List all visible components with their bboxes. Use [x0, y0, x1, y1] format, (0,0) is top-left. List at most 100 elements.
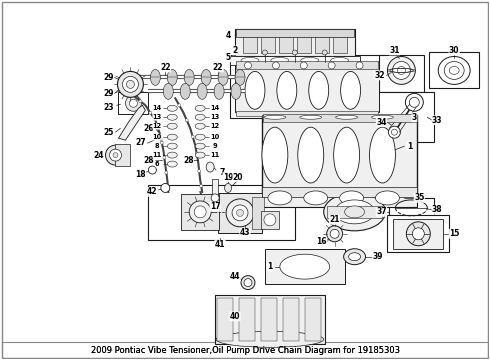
- Ellipse shape: [300, 115, 322, 119]
- Text: 19: 19: [223, 172, 233, 181]
- Bar: [263, 115, 417, 119]
- Text: 11: 11: [153, 152, 162, 158]
- Bar: [429, 53, 479, 88]
- Text: 26: 26: [143, 124, 154, 133]
- Ellipse shape: [271, 58, 289, 63]
- Text: 22: 22: [160, 63, 171, 72]
- Ellipse shape: [195, 143, 205, 149]
- Ellipse shape: [272, 62, 279, 69]
- Ellipse shape: [328, 62, 335, 69]
- Text: 22: 22: [213, 63, 223, 72]
- Bar: [264, 114, 416, 122]
- Ellipse shape: [185, 119, 188, 122]
- Text: 33: 33: [432, 116, 442, 125]
- Ellipse shape: [444, 62, 464, 80]
- Text: 29: 29: [103, 89, 114, 98]
- Ellipse shape: [118, 71, 144, 97]
- Bar: [212, 179, 218, 197]
- Text: 18: 18: [135, 170, 146, 179]
- Text: 16: 16: [317, 237, 327, 246]
- Text: 35: 35: [414, 193, 424, 202]
- Ellipse shape: [371, 115, 393, 119]
- Ellipse shape: [304, 191, 328, 205]
- Text: 7: 7: [220, 167, 225, 176]
- Text: 14: 14: [211, 105, 220, 111]
- Text: 30: 30: [449, 46, 460, 55]
- Ellipse shape: [149, 111, 152, 114]
- Ellipse shape: [392, 62, 410, 80]
- Ellipse shape: [262, 127, 288, 183]
- Text: 12: 12: [211, 123, 220, 129]
- Text: 1: 1: [407, 141, 412, 150]
- Ellipse shape: [324, 193, 386, 231]
- Ellipse shape: [211, 194, 219, 202]
- Text: 2: 2: [232, 46, 238, 55]
- Ellipse shape: [389, 126, 400, 138]
- Text: 1: 1: [267, 262, 272, 271]
- Text: 8: 8: [155, 143, 160, 149]
- Bar: [218, 193, 263, 233]
- Text: 17: 17: [210, 202, 220, 211]
- Text: 11: 11: [211, 152, 220, 158]
- Ellipse shape: [388, 57, 416, 84]
- Bar: [315, 32, 329, 54]
- Text: 31: 31: [389, 46, 400, 55]
- Text: 20: 20: [233, 172, 243, 181]
- Ellipse shape: [330, 229, 339, 238]
- Bar: [230, 56, 360, 65]
- Bar: [377, 92, 434, 142]
- Ellipse shape: [336, 115, 358, 119]
- Ellipse shape: [167, 123, 177, 129]
- Bar: [2, 342, 488, 358]
- Bar: [261, 298, 277, 341]
- Text: 21: 21: [329, 215, 340, 224]
- Bar: [235, 62, 379, 112]
- Text: 12: 12: [153, 123, 162, 129]
- Ellipse shape: [397, 67, 405, 75]
- Ellipse shape: [277, 71, 297, 109]
- Bar: [261, 211, 279, 229]
- Ellipse shape: [322, 50, 327, 55]
- Text: 37: 37: [376, 207, 387, 216]
- Text: 32: 32: [374, 71, 385, 80]
- Ellipse shape: [348, 253, 361, 261]
- Ellipse shape: [241, 276, 255, 289]
- Bar: [148, 185, 295, 240]
- Ellipse shape: [334, 127, 360, 183]
- Ellipse shape: [197, 84, 207, 99]
- Text: 25: 25: [103, 128, 114, 137]
- Ellipse shape: [195, 152, 205, 158]
- Bar: [236, 111, 378, 116]
- Ellipse shape: [293, 50, 297, 55]
- Bar: [263, 115, 417, 195]
- Bar: [263, 189, 417, 207]
- Ellipse shape: [327, 226, 343, 242]
- Ellipse shape: [214, 84, 224, 99]
- Text: 3: 3: [412, 113, 417, 122]
- Ellipse shape: [409, 97, 419, 107]
- Ellipse shape: [167, 161, 177, 167]
- Ellipse shape: [163, 156, 166, 159]
- Ellipse shape: [167, 143, 177, 149]
- Ellipse shape: [195, 105, 205, 111]
- Ellipse shape: [122, 76, 138, 92]
- Ellipse shape: [331, 58, 348, 63]
- Bar: [305, 298, 321, 341]
- Text: 43: 43: [240, 228, 250, 237]
- Bar: [235, 28, 355, 57]
- Ellipse shape: [369, 127, 395, 183]
- Ellipse shape: [180, 84, 190, 99]
- Ellipse shape: [129, 99, 137, 107]
- Ellipse shape: [245, 62, 251, 69]
- Ellipse shape: [413, 228, 424, 240]
- Text: 40: 40: [230, 312, 240, 321]
- Text: 4: 4: [225, 31, 231, 40]
- Text: 15: 15: [449, 229, 460, 238]
- Ellipse shape: [167, 114, 177, 120]
- Text: 38: 38: [432, 206, 442, 215]
- Ellipse shape: [263, 50, 268, 55]
- Ellipse shape: [356, 62, 363, 69]
- Ellipse shape: [335, 200, 374, 224]
- Bar: [265, 249, 344, 284]
- Ellipse shape: [375, 191, 399, 205]
